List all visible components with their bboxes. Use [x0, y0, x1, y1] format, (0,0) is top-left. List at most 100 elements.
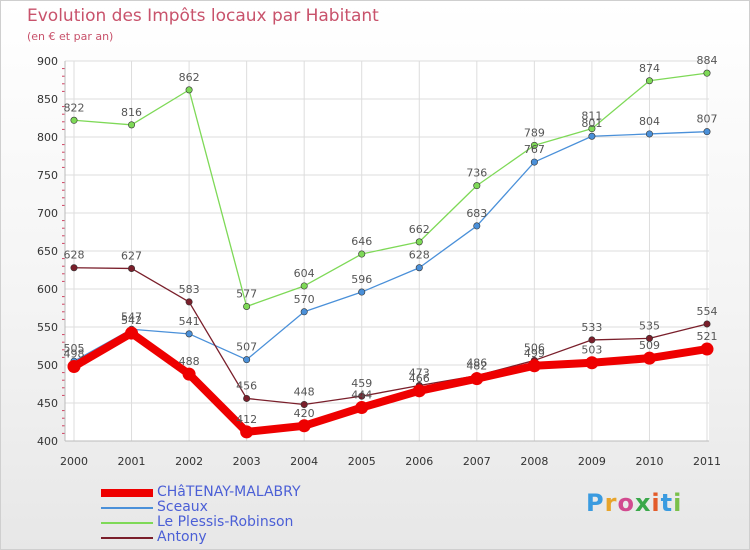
legend-swatch — [101, 507, 153, 509]
data-label: 736 — [466, 167, 487, 180]
data-point — [243, 356, 251, 364]
data-label: 577 — [236, 287, 257, 300]
data-label: 503 — [581, 344, 602, 357]
x-tick-label: 2010 — [635, 455, 663, 468]
chart-title: Evolution des Impôts locaux par Habitant — [27, 6, 379, 26]
y-tick-label: 800 — [37, 131, 58, 144]
data-point — [645, 77, 653, 85]
y-tick-label: 700 — [37, 207, 58, 220]
data-point — [473, 182, 481, 190]
data-label: 509 — [639, 339, 660, 352]
data-point — [182, 367, 196, 381]
y-tick-label: 450 — [37, 397, 58, 410]
data-point — [588, 132, 596, 140]
data-label: 444 — [351, 389, 372, 402]
data-point — [240, 425, 254, 439]
data-label: 874 — [639, 62, 660, 75]
y-tick-label: 550 — [37, 321, 58, 334]
chart-subtitle: (en € et par an) — [27, 30, 114, 43]
data-point — [67, 360, 81, 374]
data-label: 506 — [524, 341, 545, 354]
data-label: 498 — [64, 348, 85, 361]
y-tick-label: 650 — [37, 245, 58, 258]
data-point — [588, 336, 596, 344]
series-line-3 — [73, 267, 708, 406]
data-point — [358, 288, 366, 296]
x-tick-label: 2001 — [118, 455, 146, 468]
data-point — [642, 351, 656, 365]
data-label: 412 — [236, 413, 257, 426]
data-point — [128, 264, 136, 272]
data-label: 583 — [179, 283, 200, 296]
data-label: 541 — [179, 315, 200, 328]
data-point — [185, 330, 193, 338]
data-label: 507 — [236, 341, 257, 354]
data-point — [700, 342, 714, 356]
data-point — [415, 238, 423, 246]
data-label: 482 — [466, 360, 487, 373]
x-tick-label: 2000 — [60, 455, 88, 468]
data-point — [128, 121, 136, 129]
data-label: 456 — [236, 379, 257, 392]
data-label: 505 — [64, 342, 85, 355]
data-point — [355, 401, 369, 415]
y-tick-label: 750 — [37, 169, 58, 182]
data-label: 554 — [697, 305, 718, 318]
data-label: 811 — [581, 110, 602, 123]
data-label: 542 — [121, 314, 142, 327]
data-point — [70, 264, 78, 272]
data-label: 801 — [581, 117, 602, 130]
data-label: 627 — [121, 249, 142, 262]
data-label: 466 — [409, 372, 430, 385]
data-label: 604 — [294, 267, 315, 280]
data-label: 459 — [351, 377, 372, 390]
data-label: 488 — [179, 355, 200, 368]
series-line-2 — [73, 72, 708, 308]
data-point — [530, 141, 538, 149]
data-label: 473 — [409, 367, 430, 380]
x-tick-label: 2008 — [520, 455, 548, 468]
data-point — [300, 401, 308, 409]
x-tick-label: 2007 — [463, 455, 491, 468]
x-tick-label: 2002 — [175, 455, 203, 468]
data-point — [243, 394, 251, 402]
data-point — [358, 392, 366, 400]
data-label: 767 — [524, 143, 545, 156]
data-label: 646 — [351, 235, 372, 248]
x-tick-label: 2004 — [290, 455, 318, 468]
data-label: 628 — [64, 249, 85, 262]
data-point — [645, 130, 653, 138]
data-point — [530, 158, 538, 166]
data-point — [125, 326, 139, 340]
data-point — [297, 419, 311, 433]
x-tick-label: 2005 — [348, 455, 376, 468]
y-tick-label: 850 — [37, 93, 58, 106]
legend-swatch — [101, 489, 153, 497]
data-point — [415, 264, 423, 272]
legend-swatch — [101, 537, 153, 539]
data-point — [527, 359, 541, 373]
data-label: 822 — [64, 101, 85, 114]
series-lines — [67, 69, 714, 439]
grid — [65, 60, 709, 442]
x-tick-label: 2006 — [405, 455, 433, 468]
axes: 400 450 500 550 600 650 700 750 800 850 900 2000 200… — [37, 55, 721, 468]
data-point — [185, 298, 193, 306]
x-tick-label: 2003 — [233, 455, 261, 468]
data-point — [358, 250, 366, 258]
data-label: 884 — [697, 54, 718, 67]
x-tick-label: 2011 — [693, 455, 721, 468]
legend-swatch — [101, 522, 153, 524]
data-point — [412, 384, 426, 398]
data-label: 807 — [697, 113, 718, 126]
data-point — [300, 282, 308, 290]
data-label: 486 — [466, 357, 487, 370]
data-point — [588, 125, 596, 133]
legend-label: Sceaux — [157, 499, 208, 515]
data-point — [703, 320, 711, 328]
data-label: 521 — [697, 330, 718, 343]
data-label: 448 — [294, 386, 315, 399]
data-point — [585, 356, 599, 370]
